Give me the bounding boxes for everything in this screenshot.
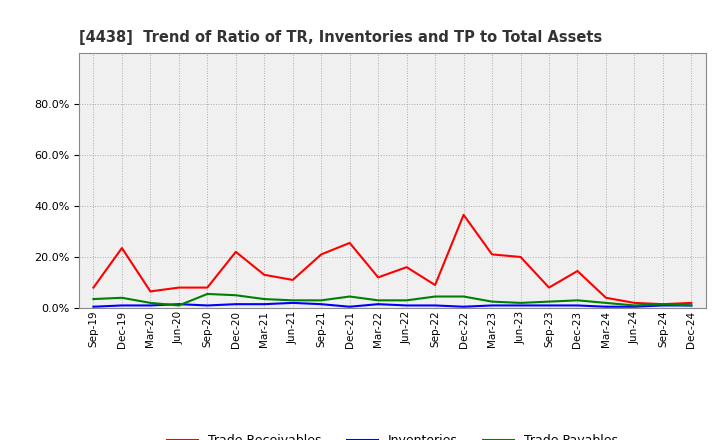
Trade Payables	[630, 303, 639, 308]
Trade Receivables	[117, 246, 126, 251]
Trade Receivables	[232, 249, 240, 254]
Inventories	[346, 304, 354, 309]
Inventories	[659, 303, 667, 308]
Trade Receivables	[89, 285, 98, 290]
Inventories	[602, 304, 611, 309]
Inventories	[402, 303, 411, 308]
Inventories	[374, 301, 382, 307]
Trade Payables	[687, 303, 696, 308]
Trade Receivables	[659, 301, 667, 307]
Trade Payables	[203, 291, 212, 297]
Trade Payables	[232, 293, 240, 298]
Inventories	[545, 303, 554, 308]
Trade Receivables	[203, 285, 212, 290]
Inventories	[89, 304, 98, 309]
Trade Receivables	[317, 252, 325, 257]
Trade Receivables	[573, 268, 582, 274]
Trade Receivables	[402, 264, 411, 270]
Inventories	[117, 303, 126, 308]
Inventories	[459, 304, 468, 309]
Trade Payables	[174, 303, 183, 308]
Trade Payables	[573, 298, 582, 303]
Trade Receivables	[545, 285, 554, 290]
Trade Payables	[289, 298, 297, 303]
Trade Payables	[89, 297, 98, 302]
Inventories	[687, 303, 696, 308]
Line: Trade Payables: Trade Payables	[94, 294, 691, 305]
Trade Receivables	[346, 240, 354, 246]
Inventories	[146, 303, 155, 308]
Inventories	[174, 301, 183, 307]
Trade Payables	[317, 298, 325, 303]
Trade Payables	[117, 295, 126, 301]
Inventories	[573, 303, 582, 308]
Trade Payables	[146, 300, 155, 305]
Inventories	[431, 303, 439, 308]
Trade Payables	[659, 301, 667, 307]
Line: Trade Receivables: Trade Receivables	[94, 215, 691, 304]
Trade Receivables	[459, 212, 468, 217]
Inventories	[317, 301, 325, 307]
Trade Receivables	[374, 275, 382, 280]
Trade Receivables	[260, 272, 269, 278]
Trade Receivables	[516, 254, 525, 260]
Inventories	[260, 301, 269, 307]
Trade Receivables	[431, 282, 439, 288]
Trade Payables	[260, 297, 269, 302]
Inventories	[487, 303, 496, 308]
Trade Payables	[487, 299, 496, 304]
Trade Receivables	[687, 300, 696, 305]
Trade Payables	[459, 294, 468, 299]
Inventories	[630, 304, 639, 309]
Inventories	[203, 303, 212, 308]
Trade Payables	[602, 300, 611, 305]
Trade Receivables	[174, 285, 183, 290]
Trade Receivables	[630, 300, 639, 305]
Trade Payables	[402, 298, 411, 303]
Line: Inventories: Inventories	[94, 303, 691, 307]
Trade Receivables	[289, 277, 297, 282]
Trade Receivables	[146, 289, 155, 294]
Trade Payables	[545, 299, 554, 304]
Trade Payables	[374, 298, 382, 303]
Trade Payables	[431, 294, 439, 299]
Trade Payables	[516, 300, 525, 305]
Trade Receivables	[602, 295, 611, 301]
Inventories	[232, 301, 240, 307]
Legend: Trade Receivables, Inventories, Trade Payables: Trade Receivables, Inventories, Trade Pa…	[162, 429, 623, 440]
Inventories	[289, 300, 297, 305]
Trade Receivables	[487, 252, 496, 257]
Text: [4438]  Trend of Ratio of TR, Inventories and TP to Total Assets: [4438] Trend of Ratio of TR, Inventories…	[79, 29, 603, 45]
Trade Payables	[346, 294, 354, 299]
Inventories	[516, 303, 525, 308]
